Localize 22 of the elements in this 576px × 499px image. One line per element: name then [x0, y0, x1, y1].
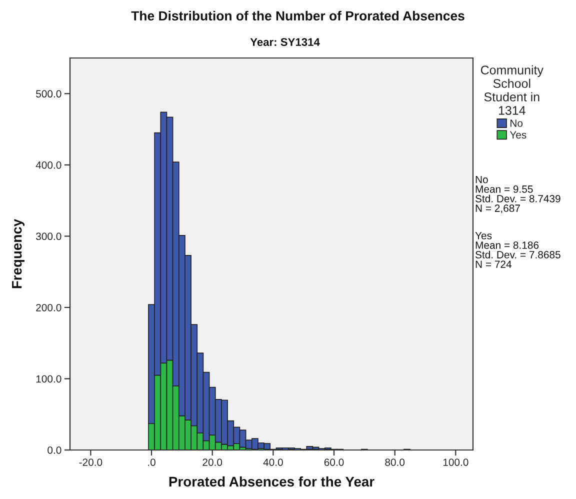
text: No Mean = 9.55 Std. Dev. = 8.7439 N = 2,687: [475, 176, 560, 214]
x-tick-label: .0: [148, 458, 156, 466]
legend-label: Yes: [510, 131, 526, 139]
text: Yes Mean = 8.186 Std. Dev. = 7.8685 N = 724: [475, 232, 560, 268]
y-tick-label: 500.0: [36, 90, 62, 98]
y-tick-label: 400.0: [36, 161, 62, 169]
x-tick-label: 60.0: [324, 458, 344, 466]
chart-title: The Distribution of the Number of Prorated Absences: [131, 10, 464, 21]
chart-subtitle: Year: SY1314: [250, 38, 320, 46]
y-tick-label: 300.0: [36, 232, 62, 240]
y-tick-label: 100.0: [36, 375, 62, 383]
x-tick-label: -20.0: [79, 458, 102, 466]
x-tick-label: 80.0: [385, 458, 405, 466]
x-tick-label: 20.0: [202, 458, 222, 466]
y-tick-label: 200.0: [36, 304, 62, 312]
y-axis-title: Frequency: [12, 218, 24, 288]
x-axis-title: Prorated Absences for the Year: [169, 476, 374, 487]
legend-label: No: [510, 120, 523, 127]
legend-title: Community School Student in 1314: [480, 65, 544, 115]
y-tick-label: 0.0: [48, 446, 62, 454]
x-tick-label: 100.0: [443, 458, 468, 466]
x-tick-label: 40.0: [263, 458, 283, 466]
